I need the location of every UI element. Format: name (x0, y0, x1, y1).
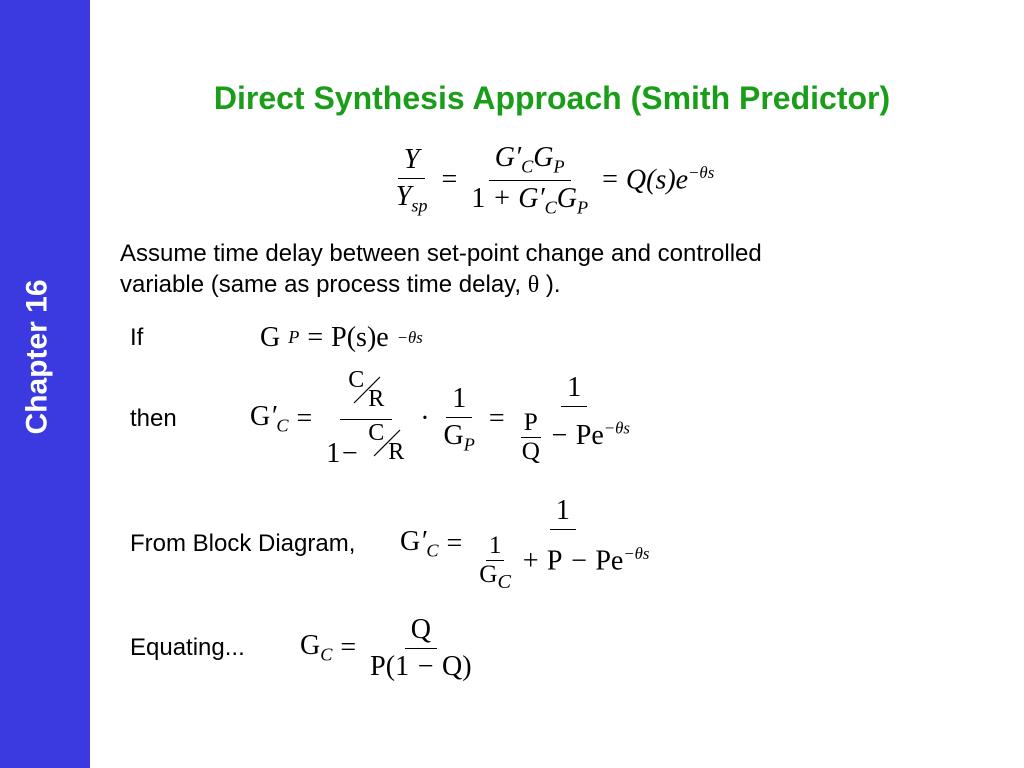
chapter-label: Chapter 16 (21, 279, 55, 434)
label-if: If (130, 324, 190, 352)
slide-content: Direct Synthesis Approach (Smith Predict… (90, 0, 1024, 768)
equation-gcprime-1: G′C = C R 1− C R (250, 369, 636, 470)
label-block-diagram: From Block Diagram, (130, 530, 360, 558)
row-then: then G′C = C R 1− C R (130, 369, 984, 470)
assume-line1: Assume time delay between set-point chan… (120, 240, 762, 267)
equation-main: Y Ysp = G′CGP 1 + G′CGP = Q(s)e−θs (120, 142, 984, 218)
row-block-diagram: From Block Diagram, G′C = 1 1 GC + P − P… (130, 495, 984, 594)
sidebar: Chapter 16 (0, 0, 90, 768)
equation-gp: GP = P(s)e−θs (260, 322, 423, 354)
slide-title: Direct Synthesis Approach (Smith Predict… (120, 80, 984, 117)
equation-equating: GC = Q P(1 − Q) (300, 614, 478, 683)
label-then: then (130, 405, 190, 433)
row-if: If GP = P(s)e−θs (130, 322, 984, 354)
label-equating: Equating... (130, 634, 260, 662)
assume-text: Assume time delay between set-point chan… (120, 238, 984, 301)
row-equating: Equating... GC = Q P(1 − Q) (130, 614, 984, 683)
assume-line2a: variable (same as process time delay, (120, 271, 528, 298)
equation-block-diagram: G′C = 1 1 GC + P − Pe−θs (400, 495, 655, 594)
